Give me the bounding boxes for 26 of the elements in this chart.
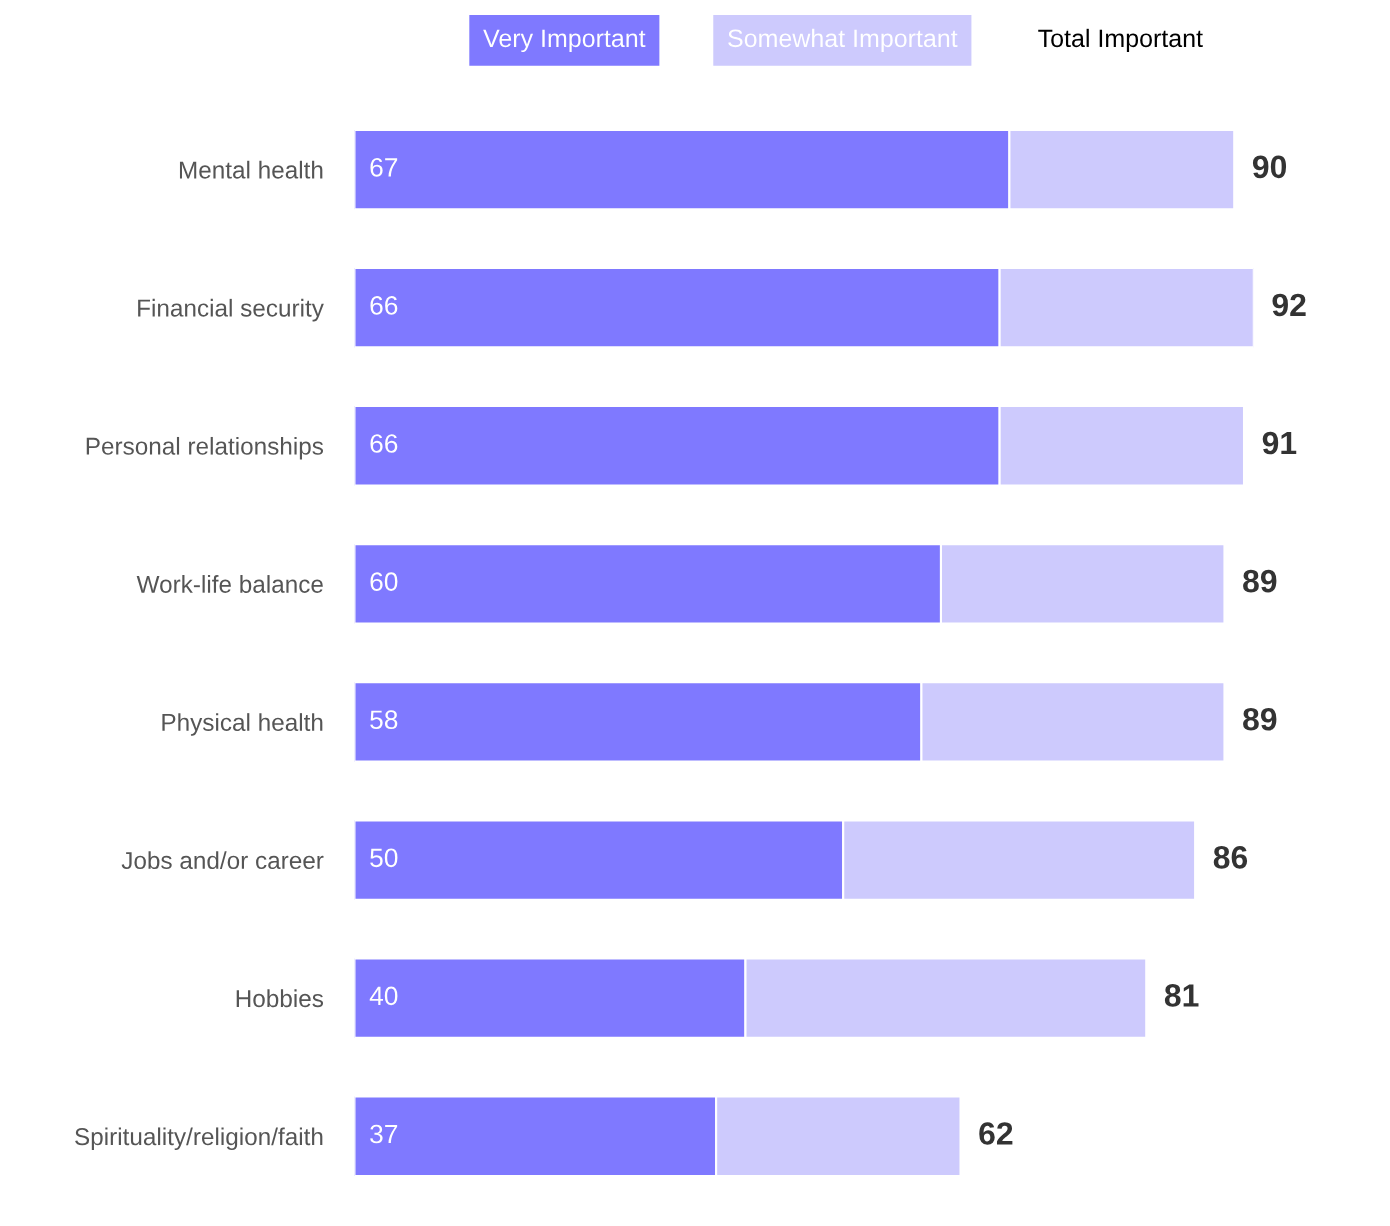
legend-title: Total Important	[1038, 28, 1203, 53]
total-label: 89	[1243, 569, 1277, 593]
y-tick-label: Spirituality/religion/faith	[75, 1127, 323, 1151]
data-label: 40	[369, 986, 398, 1006]
data-label: 67	[370, 157, 398, 177]
total-label: 92	[1272, 293, 1306, 317]
total-label: 91	[1262, 431, 1297, 455]
data-label: 66	[370, 296, 398, 315]
data-label: 50	[370, 848, 398, 868]
total-label: 89	[1243, 707, 1277, 731]
y-tick-label: Personal relationships	[86, 436, 324, 460]
total-label: 90	[1252, 155, 1287, 179]
y-tick-label: Jobs and/or career	[121, 851, 324, 870]
data-label: 66	[370, 434, 398, 453]
y-tick-label: Hobbies	[236, 989, 324, 1008]
data-label: 60	[370, 572, 398, 591]
y-tick-label: Physical health	[162, 713, 323, 736]
y-tick-label: Financial security	[138, 298, 324, 322]
y-tick-label: Mental health	[179, 160, 323, 179]
y-tick-label: Work-life balance	[136, 575, 323, 593]
data-label: 58	[370, 710, 398, 730]
total-label: 86	[1213, 846, 1248, 869]
data-label: 37	[370, 1124, 398, 1144]
text: Very Important	[483, 29, 646, 53]
total-label: 62	[979, 1122, 1013, 1145]
total-label: 81	[1164, 984, 1199, 1007]
